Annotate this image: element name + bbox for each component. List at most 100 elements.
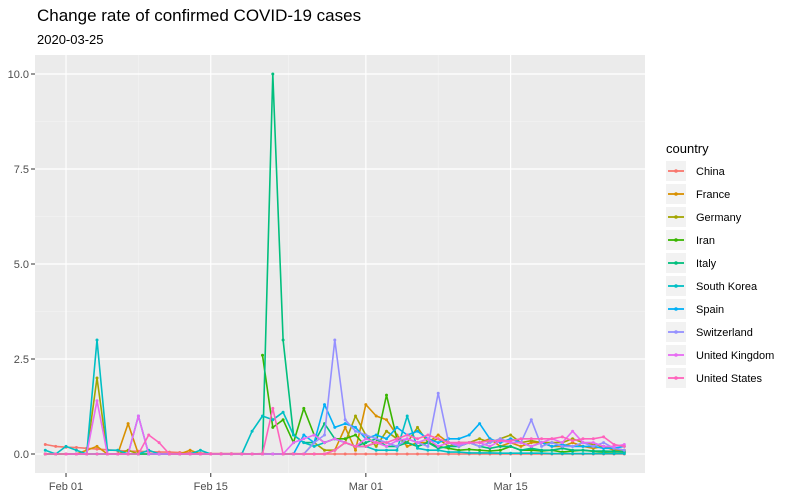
legend-key-point <box>674 261 678 265</box>
legend-label-germany: Germany <box>696 212 742 224</box>
legend-label-switzerland: Switzerland <box>696 327 753 339</box>
legend-item-switzerland: Switzerland <box>666 322 753 342</box>
data-point-spain <box>478 422 482 426</box>
legend-key-point <box>674 284 678 288</box>
data-point-south-korea <box>602 452 606 456</box>
data-point-united-states <box>281 452 285 456</box>
legend-key-point <box>674 353 678 357</box>
data-point-china <box>374 452 378 456</box>
data-point-france <box>343 425 347 429</box>
data-point-united-states <box>488 439 492 443</box>
data-point-united-states <box>447 441 451 445</box>
data-point-china <box>395 452 399 456</box>
data-point-switzerland <box>436 391 440 395</box>
data-point-switzerland <box>395 444 399 448</box>
data-point-south-korea <box>250 429 254 433</box>
data-point-united-states <box>271 406 275 410</box>
data-point-china <box>333 452 337 456</box>
data-point-france <box>519 444 523 448</box>
data-point-spain <box>550 444 554 448</box>
data-point-iran <box>271 425 275 429</box>
data-point-spain <box>354 425 357 429</box>
legend-key-point <box>674 307 678 311</box>
data-point-united-states <box>178 452 182 456</box>
data-point-united-kingdom <box>271 452 275 456</box>
data-point-germany <box>416 425 419 429</box>
data-point-united-states <box>105 452 109 456</box>
legend-label-france: France <box>696 189 730 201</box>
legend-label-united-states: United States <box>696 373 763 385</box>
data-point-italy <box>498 444 502 448</box>
data-point-united-kingdom <box>312 433 316 437</box>
data-point-united-states <box>250 452 254 456</box>
data-point-united-states <box>581 437 585 441</box>
data-point-united-states <box>219 452 223 456</box>
data-point-france <box>95 444 99 448</box>
data-point-switzerland <box>354 429 357 433</box>
data-point-italy <box>271 72 275 76</box>
data-point-united-states <box>478 441 482 445</box>
data-point-china <box>416 452 419 456</box>
legend-item-china: China <box>666 161 726 181</box>
data-point-united-kingdom <box>560 441 564 445</box>
data-point-spain <box>395 425 399 429</box>
data-point-germany <box>509 433 513 437</box>
legend-item-iran: Iran <box>666 230 715 250</box>
data-point-south-korea <box>271 418 275 422</box>
data-point-united-kingdom <box>571 429 575 433</box>
data-point-germany <box>323 448 326 452</box>
data-point-switzerland <box>591 444 595 448</box>
data-point-united-kingdom <box>95 399 99 403</box>
data-point-south-korea <box>116 448 120 452</box>
series-united-states <box>43 406 626 456</box>
data-point-switzerland <box>343 418 347 422</box>
data-point-south-korea <box>261 414 264 418</box>
data-point-united-states <box>74 452 78 456</box>
data-point-iran <box>467 447 471 451</box>
data-point-china <box>385 452 388 456</box>
data-point-china <box>364 452 368 456</box>
data-point-spain <box>333 425 337 429</box>
data-point-south-korea <box>312 444 316 448</box>
data-point-switzerland <box>478 444 482 448</box>
data-point-south-korea <box>281 410 285 414</box>
data-point-united-kingdom <box>591 441 595 445</box>
legend-item-spain: Spain <box>666 299 724 319</box>
data-point-united-states <box>343 441 347 445</box>
legend-item-south-korea: South Korea <box>666 276 758 296</box>
data-point-united-kingdom <box>540 441 544 445</box>
data-point-united-states <box>540 437 544 441</box>
data-point-south-korea <box>64 444 68 448</box>
data-point-switzerland <box>571 444 575 448</box>
data-point-spain <box>385 437 388 441</box>
data-point-united-kingdom <box>147 452 151 456</box>
data-point-south-korea <box>550 452 554 456</box>
data-point-south-korea <box>478 451 482 455</box>
data-point-switzerland <box>550 441 554 445</box>
data-point-south-korea <box>519 451 523 455</box>
data-point-south-korea <box>488 451 492 455</box>
data-point-france <box>126 422 130 426</box>
data-point-spain <box>416 429 419 433</box>
data-point-switzerland <box>560 444 564 448</box>
data-point-switzerland <box>333 338 337 342</box>
data-point-italy <box>581 448 585 452</box>
data-point-united-states <box>436 437 440 441</box>
y-tick-label: 5.0 <box>14 259 29 271</box>
data-point-france <box>405 444 409 448</box>
data-point-china <box>343 452 347 456</box>
data-point-united-kingdom <box>581 441 585 445</box>
data-point-france <box>354 448 357 452</box>
data-point-united-states <box>261 452 264 456</box>
legend-item-france: France <box>666 184 730 204</box>
data-point-united-states <box>622 444 626 448</box>
data-point-united-states <box>612 443 616 446</box>
data-point-united-kingdom <box>302 437 306 441</box>
legend-label-iran: Iran <box>696 235 715 247</box>
data-point-iran <box>302 406 306 410</box>
legend-title: country <box>666 141 709 156</box>
data-point-united-states <box>550 437 554 441</box>
data-point-france <box>188 448 192 452</box>
data-point-spain <box>302 433 306 437</box>
